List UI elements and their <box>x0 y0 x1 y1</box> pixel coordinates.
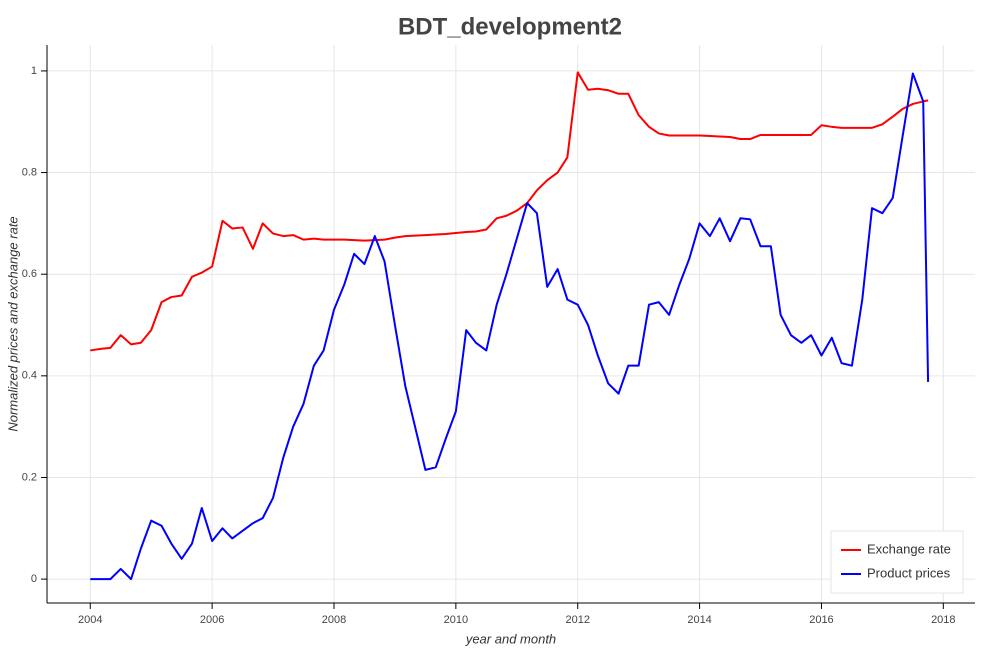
legend-box <box>830 530 964 594</box>
legend-label: Product prices <box>867 565 951 580</box>
chart-title: BDT_development2 <box>398 13 622 40</box>
y-tick-label: 0.8 <box>22 166 37 178</box>
x-tick-label: 2016 <box>809 614 833 626</box>
y-axis-label: Normalized prices and exchange rate <box>5 216 20 431</box>
y-tick-label: 0 <box>31 573 37 585</box>
x-tick-label: 2018 <box>931 614 955 626</box>
y-tick-label: 0.2 <box>22 471 37 483</box>
y-tick-label: 1 <box>31 65 37 77</box>
x-tick-label: 2004 <box>78 614 102 626</box>
x-tick-label: 2014 <box>687 614 711 626</box>
legend-label: Exchange rate <box>867 541 951 556</box>
series-line <box>90 71 929 352</box>
series-line <box>90 72 930 581</box>
x-tick-label: 2010 <box>444 614 468 626</box>
x-tick-label: 2006 <box>200 614 224 626</box>
y-tick-label: 0.6 <box>22 268 37 280</box>
x-tick-label: 2008 <box>322 614 346 626</box>
x-tick-label: 2012 <box>565 614 589 626</box>
x-axis-label: year and month <box>465 631 556 646</box>
y-tick-label: 0.4 <box>22 370 37 382</box>
